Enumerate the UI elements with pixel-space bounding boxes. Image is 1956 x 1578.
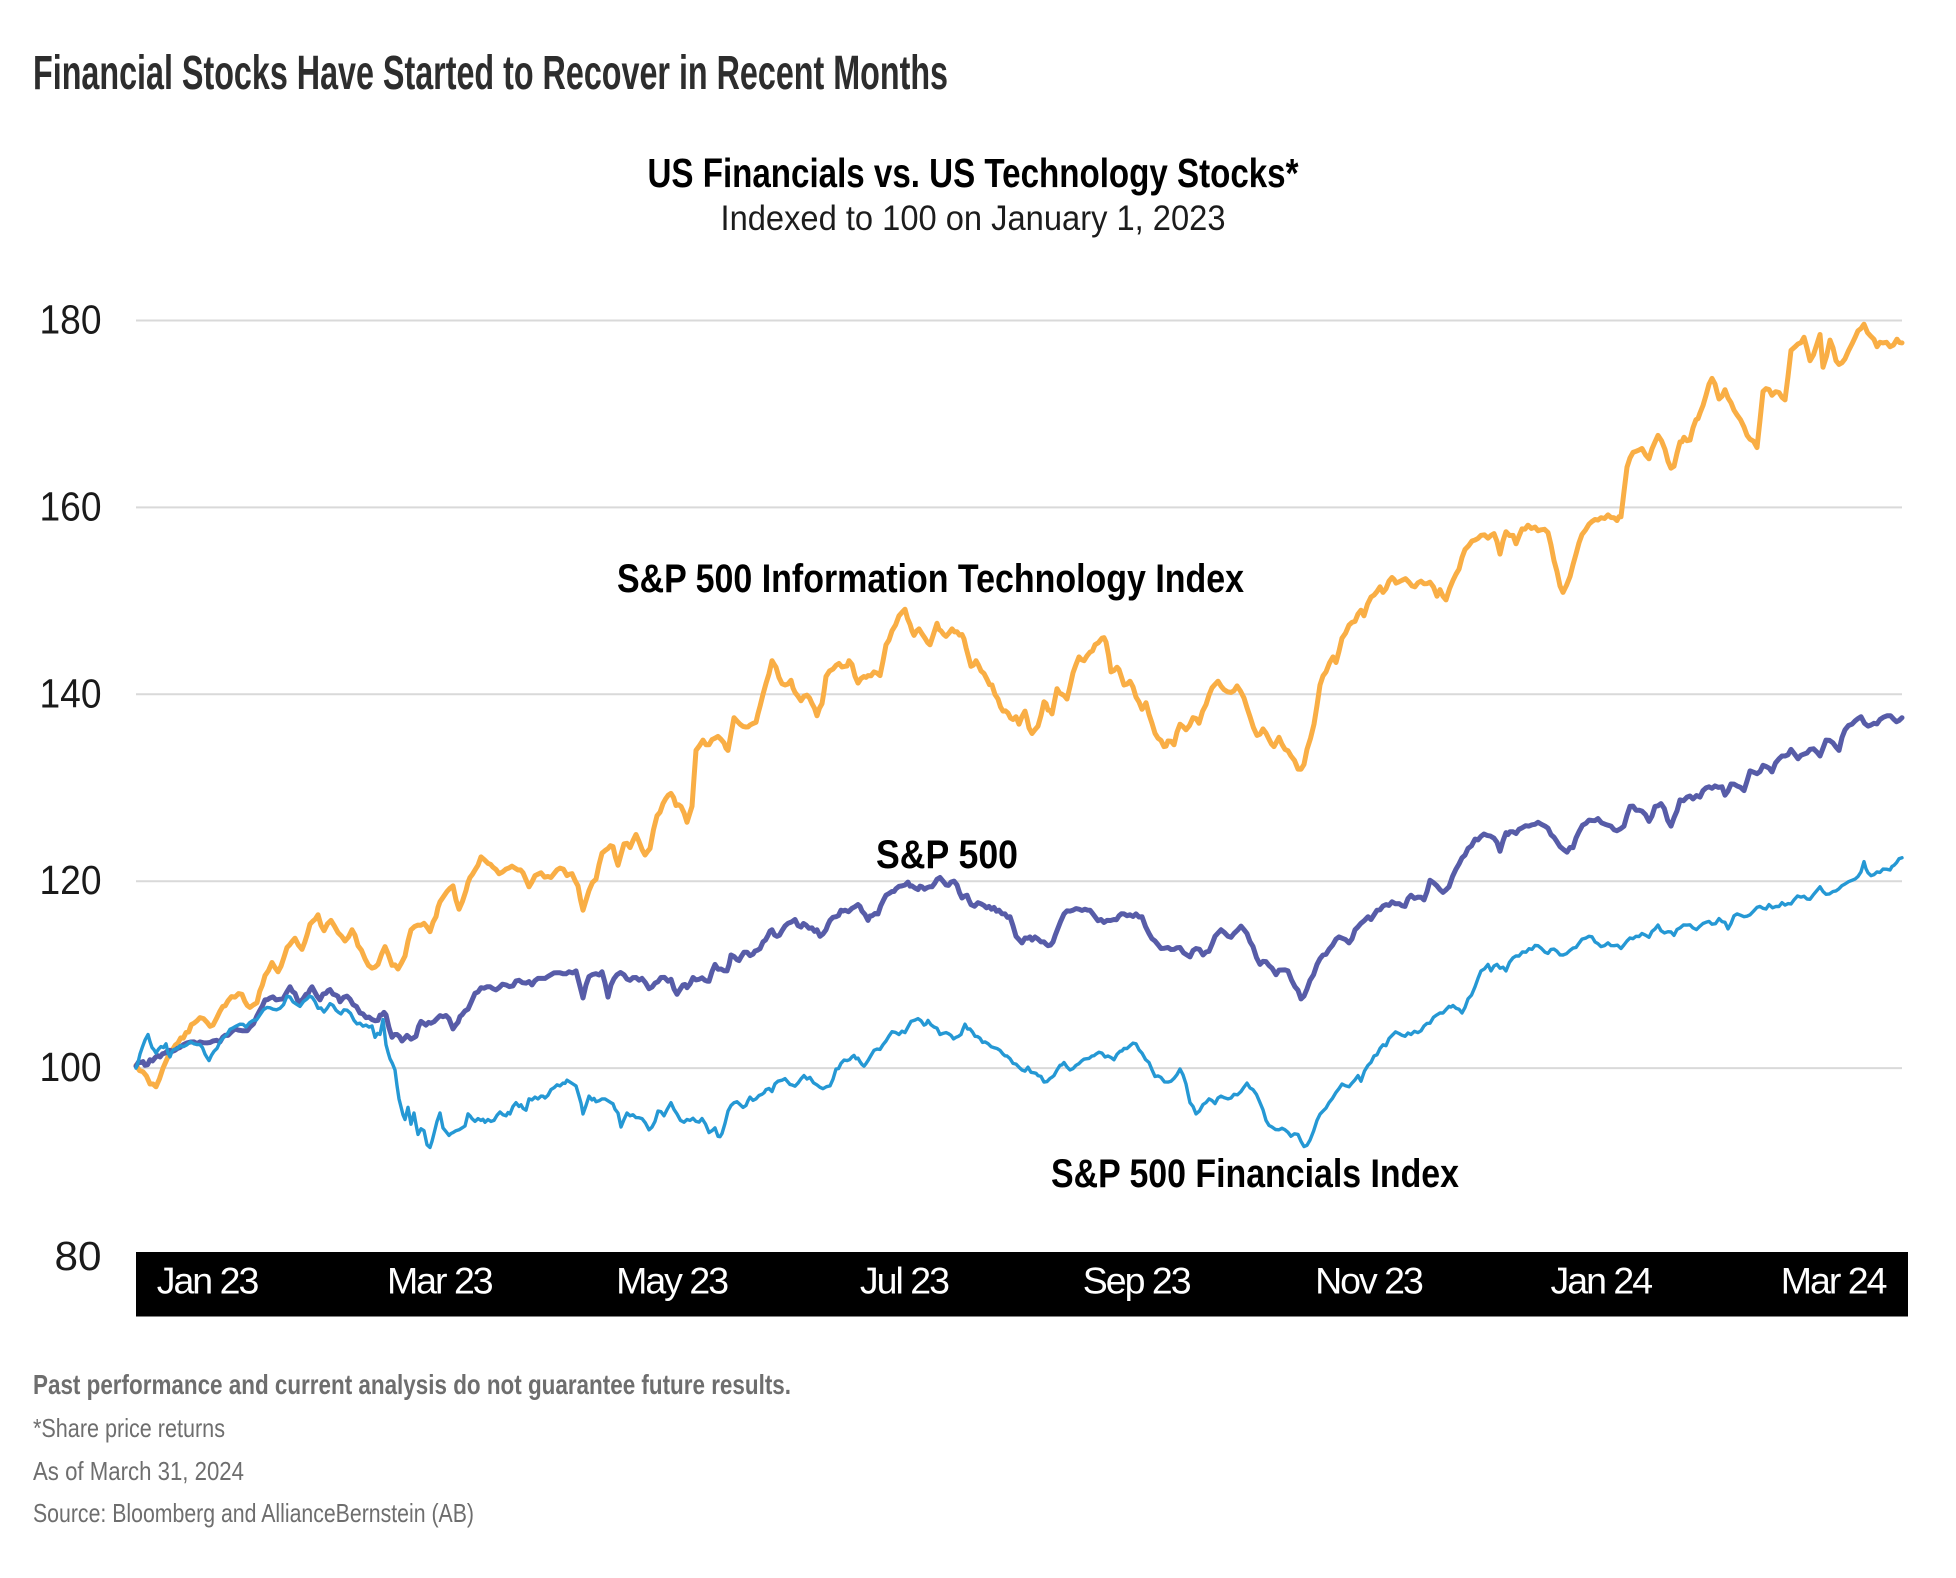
svg-text:Jan 24: Jan 24	[1551, 1260, 1653, 1302]
svg-text:Nov 23: Nov 23	[1315, 1260, 1423, 1302]
svg-text:Mar 23: Mar 23	[387, 1260, 493, 1302]
svg-text:S&P 500 Information Technology: S&P 500 Information Technology Index	[617, 557, 1244, 601]
svg-text:Past performance and current a: Past performance and current analysis do…	[33, 1369, 791, 1400]
svg-text:120: 120	[40, 857, 102, 903]
svg-text:Jul 23: Jul 23	[860, 1260, 949, 1302]
svg-text:S&P 500: S&P 500	[876, 833, 1018, 877]
svg-text:Jan 23: Jan 23	[157, 1260, 259, 1302]
svg-text:80: 80	[55, 1233, 102, 1279]
svg-text:Financial Stocks Have Started: Financial Stocks Have Started to Recover…	[33, 47, 948, 100]
svg-text:100: 100	[40, 1044, 102, 1090]
svg-text:As of March 31, 2024: As of March 31, 2024	[33, 1456, 244, 1486]
svg-text:May 23: May 23	[616, 1260, 728, 1302]
svg-text:160: 160	[40, 483, 102, 529]
svg-text:Mar 24: Mar 24	[1781, 1260, 1887, 1302]
svg-text:*Share price returns: *Share price returns	[33, 1413, 225, 1443]
svg-text:Indexed to 100 on January 1, 2: Indexed to 100 on January 1, 2023	[721, 198, 1226, 238]
svg-text:US Financials vs. US Technolog: US Financials vs. US Technology Stocks*	[648, 150, 1299, 196]
svg-text:140: 140	[40, 670, 102, 716]
svg-text:Source: Bloomberg and Alliance: Source: Bloomberg and AllianceBernstein …	[33, 1498, 474, 1528]
svg-text:180: 180	[40, 297, 102, 343]
svg-text:Sep 23: Sep 23	[1083, 1260, 1191, 1302]
svg-text:S&P 500 Financials Index: S&P 500 Financials Index	[1051, 1152, 1459, 1196]
